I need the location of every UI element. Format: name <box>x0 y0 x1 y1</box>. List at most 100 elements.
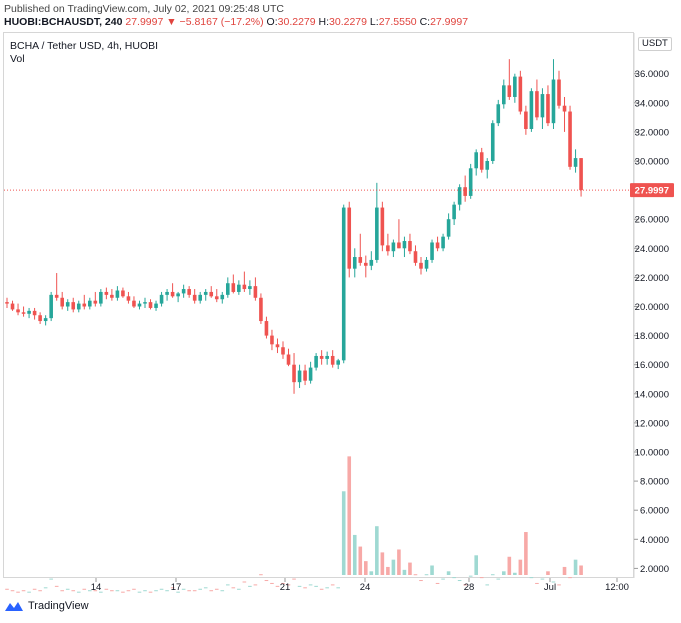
candle-body <box>187 289 191 295</box>
chart-legend-title: BCHA / Tether USD, 4h, HUOBI <box>10 40 159 52</box>
candle-body <box>21 312 26 314</box>
volume-bar <box>573 559 578 575</box>
volume-bar <box>259 574 263 576</box>
volume-bar <box>479 577 484 579</box>
price-tick-label: 8.0000 <box>640 477 669 488</box>
volume-bar <box>115 590 120 592</box>
symbol-label: HUOBI:BCHAUSDT, 240 <box>4 16 123 28</box>
volume-bar <box>270 582 274 584</box>
volume-bar <box>209 590 214 592</box>
volume-bar <box>485 584 490 586</box>
candle-body <box>430 242 434 260</box>
candle-body <box>209 291 214 297</box>
candle-body <box>275 344 280 348</box>
volume-bar <box>308 584 313 586</box>
candle-body <box>419 262 423 269</box>
candle-body <box>386 245 390 252</box>
volume-bar <box>364 561 368 575</box>
price-axis: 36.000034.000032.000030.000028.000026.00… <box>634 69 669 575</box>
volume-bar <box>27 591 31 593</box>
candle-body <box>170 291 175 297</box>
candle-body <box>529 91 534 129</box>
volume-bar <box>88 590 92 592</box>
candle-body <box>535 91 539 118</box>
time-tick-label: 17 <box>171 582 182 593</box>
volume-bar <box>292 578 296 580</box>
candle-body <box>259 297 263 322</box>
price-tick-label: 34.0000 <box>635 98 669 109</box>
volume-bar <box>104 588 109 590</box>
candle-body <box>248 286 252 290</box>
currency-button[interactable]: USDT <box>638 37 672 51</box>
volume-bar <box>242 581 247 583</box>
volume-bar <box>474 555 478 575</box>
candle-body <box>110 294 114 298</box>
candle-body <box>32 310 37 316</box>
volume-legend: Vol <box>10 53 25 65</box>
candle-body <box>27 310 31 314</box>
volume-bar <box>176 591 180 593</box>
candle-body <box>463 187 467 196</box>
volume-bar <box>490 574 495 576</box>
candle-body <box>364 262 368 266</box>
volume-bar <box>391 559 396 575</box>
volume-bar <box>165 590 169 592</box>
volume-bar <box>314 585 318 587</box>
volume-bar <box>568 577 572 579</box>
candle-body <box>231 283 236 292</box>
open-value: 30.2279 <box>277 16 316 28</box>
change-value: ▼ −5.8167 (−17.2%) <box>166 16 264 28</box>
volume-bar <box>369 571 374 575</box>
candle-body <box>513 76 517 97</box>
close-label: C: <box>419 16 431 28</box>
price-tick-label: 2.0000 <box>640 564 669 575</box>
volume-bar <box>551 581 556 583</box>
time-tick-label: 24 <box>360 582 371 593</box>
price-tick-label: 4.0000 <box>640 535 669 546</box>
price-tick-label: 6.0000 <box>640 506 669 517</box>
time-tick-label: 21 <box>280 582 291 593</box>
candle-body <box>99 291 103 304</box>
volume-bar <box>93 590 98 592</box>
time-tick-label: 12:00 <box>605 582 629 593</box>
volume-bar <box>154 590 158 592</box>
volume-bar <box>535 582 539 584</box>
candle-body <box>88 300 92 307</box>
volume-bar <box>441 578 445 580</box>
candle-body <box>126 296 131 301</box>
candle-body <box>214 296 219 300</box>
volume-bar <box>181 588 186 590</box>
candle-body <box>308 367 313 381</box>
candle-body <box>76 303 81 310</box>
candle-body <box>154 303 158 308</box>
candle-body <box>132 300 136 307</box>
footer-brand[interactable]: TradingView <box>4 600 89 612</box>
volume-bar <box>65 588 70 590</box>
volume-bar <box>352 534 357 575</box>
candle-body <box>457 187 462 205</box>
price-tick-label: 32.0000 <box>635 127 669 138</box>
candle-body <box>507 85 512 97</box>
candle-body <box>176 293 180 297</box>
volume-bar <box>76 591 81 593</box>
candle-body <box>71 302 76 310</box>
volume-bar <box>424 574 429 576</box>
candle-body <box>413 251 418 263</box>
volume-bar <box>513 572 517 575</box>
volume-bar <box>325 587 329 589</box>
high-value: 30.2279 <box>329 16 367 28</box>
candle-body <box>557 79 561 106</box>
candle-body <box>452 204 456 220</box>
volume-bar <box>21 590 26 592</box>
candle-body <box>314 355 318 368</box>
candle-body <box>562 105 567 112</box>
candle-body <box>242 284 247 290</box>
candle-body <box>303 370 307 381</box>
volume-bar <box>297 585 302 587</box>
volume-bar <box>54 585 59 587</box>
candle-body <box>10 303 15 310</box>
symbol-info-bar: HUOBI:BCHAUSDT, 240 27.9997 ▼ −5.8167 (−… <box>4 16 468 28</box>
candle-body <box>347 207 352 269</box>
candle-body <box>54 294 59 298</box>
